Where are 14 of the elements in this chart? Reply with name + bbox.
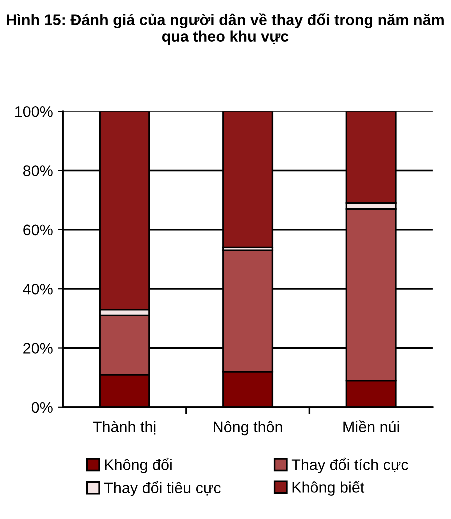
chart-title: Hình 15: Đánh giá của người dân về thay đổi trong năm năm qua theo khu vực [7, 12, 444, 45]
y-tick-label: 100% [16, 106, 53, 118]
x-tick-label: Miền núi [344, 420, 400, 433]
legend-label: Không biết [292, 481, 365, 496]
y-tick-label: 20% [24, 343, 53, 354]
y-tick-label: 0% [32, 402, 53, 414]
legend-label: Thay đổi tiêu cực [104, 481, 221, 497]
x-tick-label: Nông thôn [214, 421, 282, 436]
legend-label: Không đổi [105, 458, 172, 474]
y-tick-label: 60% [24, 224, 53, 236]
y-tick-label: 40% [23, 284, 53, 295]
x-tick-label: Thành thị [93, 421, 156, 435]
legend-label: Thay đổi tích cực [292, 458, 408, 474]
y-tick-label: 80% [24, 166, 53, 176]
